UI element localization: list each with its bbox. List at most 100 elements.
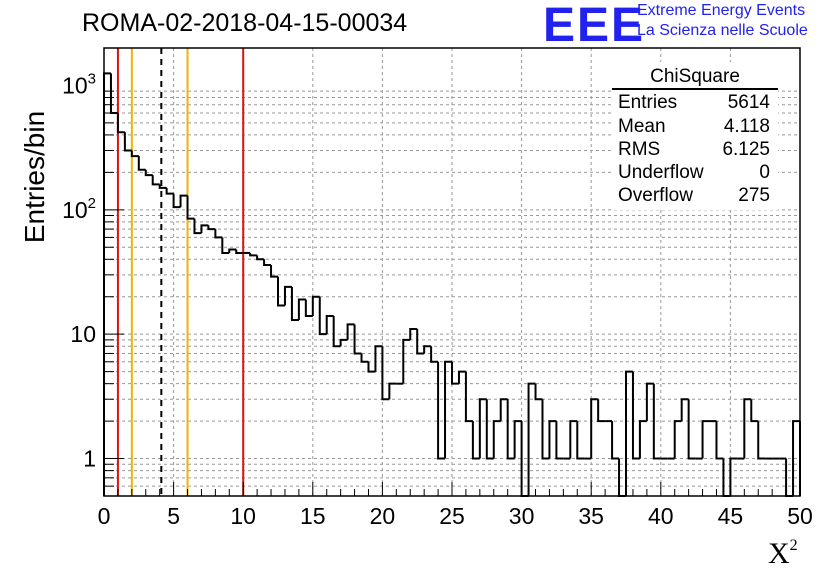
- x-tick-label: 50: [787, 503, 813, 529]
- x-axis-label: X2: [768, 537, 798, 571]
- histogram-bin: [597, 399, 606, 423]
- histogram-bin: [423, 345, 432, 354]
- histogram-bin: [464, 371, 473, 423]
- y-tick-label: 10: [70, 321, 96, 347]
- histogram-bin: [437, 361, 446, 460]
- histogram-bin: [534, 383, 543, 401]
- x-axis-label-base: X: [768, 537, 790, 570]
- stats-value: 275: [738, 185, 770, 206]
- histogram-bin: [144, 169, 153, 177]
- stats-value: 0: [759, 162, 770, 183]
- logo-line-2: La Scienza nelle Scuole: [637, 22, 808, 39]
- histogram-bin: [673, 420, 682, 459]
- histogram-bin: [228, 248, 237, 253]
- histogram-bin: [444, 360, 452, 459]
- histogram-bin: [513, 420, 522, 459]
- histogram-bin: [263, 259, 272, 266]
- histogram-bin: [478, 398, 487, 459]
- histogram-bin: [200, 224, 209, 234]
- histogram-bin: [346, 323, 355, 340]
- histogram-bin: [277, 276, 285, 307]
- stats-divider: [612, 88, 778, 90]
- histogram-bin: [290, 286, 299, 322]
- run-title: ROMA-02-2018-04-15-00034: [82, 9, 408, 37]
- grid: [104, 48, 800, 497]
- logo-line-1: Extreme Energy Events: [637, 2, 806, 19]
- stats-value: 4.118: [723, 116, 770, 137]
- histogram-bin: [318, 296, 327, 336]
- histogram-bin: [137, 156, 146, 171]
- stats-box: ChiSquare Entries 5614 Mean 4.118 RMS 6.…: [612, 62, 778, 210]
- x-tick-label: 40: [648, 503, 674, 529]
- histogram-bin: [186, 195, 195, 220]
- histogram-bin: [179, 194, 188, 208]
- x-axis-label-exponent: 2: [789, 537, 798, 554]
- x-tick-label: 10: [230, 503, 256, 529]
- histogram-bin: [158, 184, 167, 189]
- histogram-bin: [123, 132, 132, 152]
- x-tick-label: 25: [439, 503, 465, 529]
- histogram-bin: [207, 225, 216, 231]
- histogram-bin: [555, 421, 564, 460]
- histogram-bin: [388, 382, 397, 400]
- histogram-bin: [541, 399, 550, 460]
- stats-value: 5614: [727, 92, 770, 113]
- histogram-bin: [652, 383, 661, 460]
- histogram-bin: [165, 187, 174, 195]
- histogram-bin: [645, 382, 654, 422]
- histogram-bin: [325, 315, 334, 335]
- histogram-bin: [569, 420, 578, 459]
- histogram-bin: [304, 299, 313, 318]
- histogram-bin: [297, 298, 306, 321]
- stats-label: Overflow: [618, 185, 693, 206]
- histogram-bin: [402, 338, 411, 384]
- x-tick-label: 15: [300, 503, 326, 529]
- histogram-bin: [353, 324, 362, 355]
- histogram-bin: [638, 420, 647, 459]
- histogram-bin: [687, 399, 696, 460]
- histogram-bin: [367, 361, 376, 373]
- histogram-bin: [221, 237, 230, 254]
- histogram-bin: [485, 399, 494, 460]
- histogram-bin: [172, 193, 181, 209]
- x-tick-label: 5: [167, 503, 180, 529]
- histogram-bin: [750, 399, 759, 423]
- histogram-bin: [235, 249, 244, 254]
- reference-lines: [116, 48, 245, 496]
- y-tick-label: 102: [62, 195, 96, 223]
- histogram-bin: [103, 72, 111, 496]
- tick-labels: 0 5 10 15 20 25 30 35 40 45 50 1 10 102 103: [62, 70, 813, 529]
- histogram-bin: [311, 295, 320, 317]
- histogram-bin: [430, 346, 439, 363]
- histogram-bin: [270, 264, 278, 278]
- histogram-bin: [701, 420, 710, 459]
- histogram-bin: [548, 420, 557, 459]
- histogram-bin: [625, 370, 633, 496]
- histogram-bin: [743, 398, 752, 459]
- y-tick-label: 1: [83, 446, 96, 472]
- histogram-bin: [680, 398, 689, 422]
- eee-logo: EEE: [543, 0, 646, 52]
- histogram-bin: [492, 420, 501, 459]
- histogram-bin: [249, 252, 258, 257]
- histogram-bin: [757, 421, 766, 460]
- histogram-bin: [193, 218, 202, 235]
- histogram-bin: [256, 255, 265, 261]
- stats-value: 6.125: [722, 139, 770, 160]
- histogram-bin: [576, 421, 585, 460]
- histogram-bin: [451, 361, 459, 385]
- x-tick-label: 20: [370, 503, 396, 529]
- histogram-bin: [499, 398, 508, 422]
- histogram-bin: [360, 353, 369, 363]
- histogram-bin: [527, 382, 536, 496]
- histogram-bin: [130, 150, 139, 158]
- histogram-bin: [109, 73, 118, 115]
- y-axis-label: Entries/bin: [19, 110, 50, 244]
- stats-title: ChiSquare: [650, 66, 740, 87]
- stats-label: Entries: [618, 92, 678, 113]
- histogram-bin: [416, 329, 425, 355]
- histogram-bin: [715, 421, 724, 460]
- x-tick-label: 0: [98, 503, 111, 529]
- histogram-bin: [381, 346, 390, 401]
